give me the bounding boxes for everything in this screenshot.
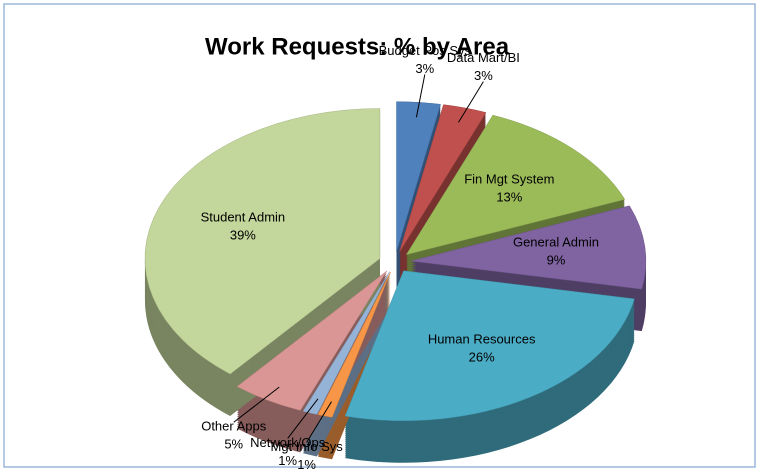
leader-line — [233, 386, 280, 423]
slice-label: Budget Pos Sys — [379, 43, 472, 58]
slice-value-label: 26% — [469, 350, 495, 365]
slice-value-label: 3% — [415, 61, 434, 76]
slice-label: Human Resources — [428, 332, 536, 347]
slice — [236, 270, 388, 411]
leader-line — [415, 74, 426, 118]
leader-line — [287, 398, 319, 439]
slice-value-label: 3% — [474, 68, 493, 83]
slice-value-label: 39% — [230, 227, 256, 242]
slice — [396, 101, 441, 252]
slice-value-label: 9% — [547, 253, 566, 268]
slice-value-label: 13% — [496, 189, 522, 204]
slice — [317, 271, 391, 418]
slice-label: General Admin — [513, 235, 599, 250]
slice-label: Network/Ops — [250, 435, 326, 450]
chart-title: Work Requests: % by Area — [205, 33, 510, 60]
slice-label: Other Apps — [201, 419, 267, 434]
slice — [405, 114, 626, 256]
slice-label: Mgt Info Sys — [270, 439, 343, 454]
slice — [399, 104, 487, 253]
slice-label: Student Admin — [201, 209, 286, 224]
slice-value-label: 1% — [278, 453, 297, 468]
leader-line — [306, 401, 332, 443]
slice-value-label: 5% — [224, 437, 243, 452]
slice — [302, 271, 390, 415]
slice — [144, 108, 381, 375]
slice-label: Fin Mgt System — [464, 171, 554, 186]
slice-label: Data Mart/BI — [447, 50, 520, 65]
slice — [410, 205, 647, 290]
slice-value-label: 1% — [297, 457, 316, 472]
slice — [344, 270, 635, 422]
slice-tops — [144, 101, 647, 422]
leader-line — [458, 81, 484, 123]
